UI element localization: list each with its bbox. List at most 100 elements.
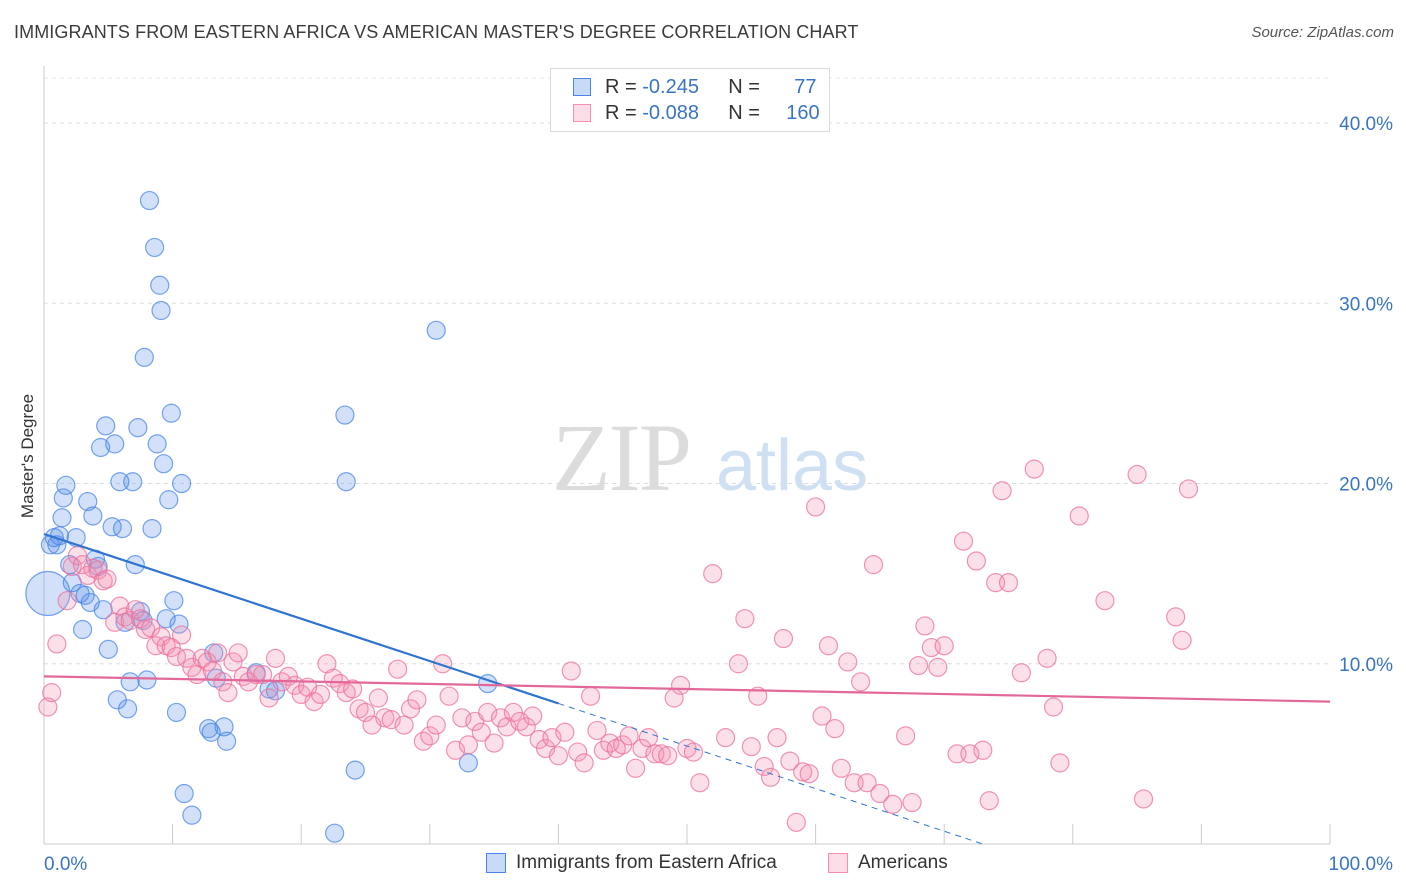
data-point-americans — [523, 706, 543, 726]
data-point-americans — [587, 720, 607, 741]
data-point-africa — [164, 591, 184, 611]
data-point-americans — [793, 762, 813, 782]
data-point-americans — [979, 791, 999, 811]
data-point-americans — [161, 637, 181, 658]
series-legend: Immigrants from Eastern Africa Americans — [0, 852, 1406, 878]
data-point-africa — [153, 454, 174, 474]
legend-row-americans: R = -0.088 N = 160 — [573, 101, 820, 125]
data-point-africa — [105, 434, 125, 454]
legend-swatch-americans — [828, 853, 848, 873]
watermark-atlas: atlas — [716, 426, 868, 506]
data-point-americans — [825, 719, 845, 739]
data-point-africa — [182, 805, 202, 825]
legend-n-label: N = — [728, 101, 760, 124]
data-point-africa — [120, 672, 140, 692]
data-point-americans — [574, 753, 594, 773]
legend-swatch-americans — [573, 104, 591, 122]
trend-line-africa-extrapolated — [558, 702, 983, 845]
data-point-americans — [767, 728, 787, 748]
data-point-americans — [818, 636, 839, 656]
y-axis-label: Master's Degree — [18, 393, 37, 519]
data-point-africa — [117, 699, 138, 719]
data-point-americans — [735, 609, 755, 629]
data-point-africa — [199, 719, 219, 739]
watermark: ZIP atlas — [552, 404, 868, 511]
data-point-africa — [52, 508, 72, 528]
data-point-americans — [355, 702, 376, 723]
data-point-americans — [310, 684, 331, 705]
data-point-africa — [90, 437, 111, 458]
data-point-americans — [619, 726, 639, 746]
data-point-americans — [218, 683, 238, 703]
data-point-americans — [228, 643, 248, 663]
data-point-africa — [150, 275, 170, 295]
y-tick-label: 40.0% — [1339, 114, 1393, 135]
data-point-americans — [992, 481, 1012, 501]
data-point-africa — [335, 405, 355, 425]
data-point-africa — [172, 473, 192, 494]
data-point-americans — [1011, 663, 1031, 683]
data-point-americans — [548, 746, 569, 766]
data-point-americans — [1127, 464, 1147, 485]
data-point-africa — [112, 518, 133, 539]
tick-labels: 10.0% 20.0% 30.0% 40.0% 0.0% 100.0% — [44, 114, 1393, 875]
series-americans — [38, 459, 1199, 832]
data-point-americans — [336, 683, 356, 703]
data-point-americans — [192, 648, 212, 668]
data-point-americans — [1050, 753, 1070, 773]
data-point-americans — [1172, 630, 1192, 650]
data-point-americans — [115, 607, 135, 627]
data-point-americans — [208, 643, 228, 663]
data-point-americans — [433, 654, 453, 674]
data-point-americans — [1095, 591, 1115, 611]
data-point-americans — [146, 636, 166, 656]
x-tick-label: 100.0% — [1329, 854, 1394, 875]
data-point-africa — [62, 573, 82, 593]
data-point-americans — [394, 715, 414, 735]
data-point-americans — [625, 758, 646, 778]
data-point-americans — [831, 758, 851, 778]
data-point-africa — [214, 717, 234, 737]
data-point-africa — [345, 760, 365, 780]
data-point-africa — [96, 416, 116, 436]
data-point-americans — [42, 683, 62, 703]
legend-label-africa: Immigrants from Eastern Africa — [516, 852, 777, 873]
data-point-americans — [420, 726, 440, 746]
data-point-americans — [786, 812, 806, 832]
data-point-americans — [690, 773, 710, 793]
data-point-americans — [223, 652, 243, 672]
data-point-africa — [72, 619, 93, 640]
data-point-americans — [407, 690, 427, 710]
legend-row-africa: R = -0.245 N = 77 — [573, 75, 817, 99]
data-point-americans — [683, 742, 704, 762]
data-point-americans — [580, 686, 601, 706]
data-point-africa — [426, 320, 446, 340]
data-point-americans — [1037, 648, 1057, 668]
data-point-americans — [638, 728, 659, 748]
data-point-americans — [177, 648, 197, 668]
data-point-americans — [1043, 697, 1064, 717]
legend-n-label: N = — [728, 75, 760, 98]
data-point-americans — [651, 744, 671, 764]
legend-swatch-africa — [573, 78, 591, 96]
data-point-americans — [388, 659, 408, 679]
data-point-americans — [928, 657, 948, 677]
data-point-americans — [259, 688, 279, 708]
data-point-americans — [1069, 506, 1089, 526]
data-point-americans — [110, 596, 130, 616]
data-point-americans — [902, 792, 922, 813]
data-point-americans — [703, 564, 723, 584]
data-point-americans — [516, 717, 536, 737]
data-point-africa — [137, 670, 157, 690]
legend-r-value: -0.245 — [642, 75, 699, 98]
data-point-americans — [368, 688, 388, 708]
data-point-americans — [304, 692, 324, 712]
correlation-legend: R = -0.245 N = 77 R = -0.088 N = 160 — [550, 68, 830, 132]
data-point-americans — [857, 773, 877, 793]
y-tick-label: 10.0% — [1339, 655, 1393, 676]
data-point-americans — [471, 722, 491, 742]
data-point-americans — [246, 664, 266, 685]
legend-r-label: R = — [605, 101, 637, 124]
data-point-africa — [83, 506, 103, 526]
data-point-americans — [72, 555, 93, 575]
